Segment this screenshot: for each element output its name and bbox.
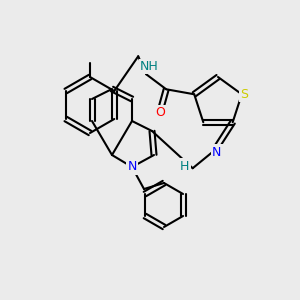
Text: N: N xyxy=(212,146,221,159)
Text: N: N xyxy=(127,160,137,173)
Text: NH: NH xyxy=(140,60,159,73)
Text: H: H xyxy=(180,160,189,173)
Text: S: S xyxy=(240,88,248,101)
Text: O: O xyxy=(155,106,165,119)
